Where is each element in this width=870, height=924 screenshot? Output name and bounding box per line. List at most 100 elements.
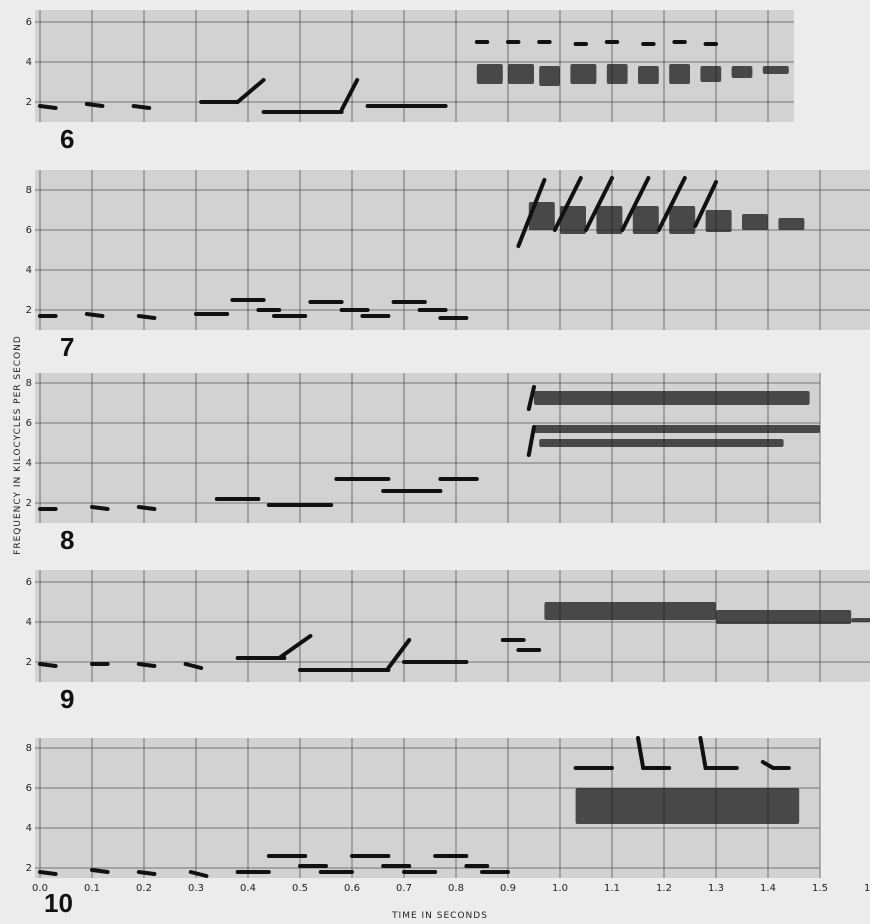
sound-band bbox=[544, 602, 716, 620]
sound-band bbox=[731, 66, 753, 78]
sound-band bbox=[762, 66, 789, 74]
x-tick-label: 0.9 bbox=[500, 883, 516, 894]
y-tick-label: 2 bbox=[26, 863, 32, 874]
panel-label: 7 bbox=[60, 332, 74, 362]
sound-band bbox=[534, 391, 810, 405]
note bbox=[38, 662, 58, 668]
x-tick-label: 0.7 bbox=[396, 883, 412, 894]
x-tick-label: 0.1 bbox=[84, 883, 100, 894]
note bbox=[526, 385, 536, 411]
note bbox=[84, 102, 105, 108]
note bbox=[620, 176, 651, 232]
y-axis-label: FREQUENCY IN KILOCYCLES PER SECOND bbox=[13, 335, 23, 555]
panel-label: 10 bbox=[44, 888, 73, 918]
x-tick-label: 1.0 bbox=[552, 883, 568, 894]
x-tick-label: 1.3 bbox=[708, 883, 724, 894]
panel-label: 9 bbox=[60, 684, 74, 714]
note bbox=[636, 736, 646, 770]
note bbox=[183, 662, 204, 670]
note bbox=[584, 176, 614, 232]
note bbox=[552, 176, 583, 232]
x-tick-label: 1.1 bbox=[604, 883, 620, 894]
note bbox=[188, 870, 209, 878]
y-tick-label: 6 bbox=[26, 17, 32, 28]
y-tick-label: 2 bbox=[26, 498, 32, 509]
sound-band bbox=[534, 425, 820, 433]
sound-band bbox=[632, 206, 659, 234]
x-tick-label: 0.5 bbox=[292, 883, 308, 894]
sound-band bbox=[716, 610, 852, 624]
x-tick-label: 0.4 bbox=[240, 883, 256, 894]
sound-band bbox=[476, 64, 503, 84]
panel bbox=[35, 570, 870, 682]
y-tick-label: 4 bbox=[26, 265, 32, 276]
y-tick-label: 6 bbox=[26, 577, 32, 588]
note bbox=[136, 662, 157, 668]
panel-label: 6 bbox=[60, 124, 74, 154]
y-tick-label: 2 bbox=[26, 657, 32, 668]
sound-band bbox=[508, 64, 534, 84]
sound-band bbox=[778, 218, 805, 230]
x-tick-label: 1.5 bbox=[812, 883, 828, 894]
x-tick-label: 0.3 bbox=[188, 883, 204, 894]
note bbox=[90, 505, 110, 511]
note bbox=[136, 870, 157, 876]
y-tick-label: 4 bbox=[26, 823, 32, 834]
sound-band bbox=[742, 214, 768, 230]
y-tick-label: 6 bbox=[26, 418, 32, 429]
sound-band bbox=[575, 788, 800, 824]
x-tick-label: 0.6 bbox=[344, 883, 360, 894]
note bbox=[136, 314, 157, 320]
note bbox=[760, 760, 776, 770]
sound-band bbox=[705, 210, 732, 232]
x-tick-label: 0.0 bbox=[32, 883, 48, 894]
y-tick-label: 8 bbox=[26, 743, 32, 754]
panel bbox=[35, 10, 794, 122]
note bbox=[84, 312, 105, 318]
x-tick-label: 0.8 bbox=[448, 883, 464, 894]
note bbox=[339, 78, 360, 112]
note bbox=[131, 104, 152, 110]
y-tick-label: 6 bbox=[26, 783, 32, 794]
x-tick-label: 0.2 bbox=[136, 883, 152, 894]
x-tick-label: 1.4 bbox=[760, 883, 776, 894]
x-tick-label: 1.2 bbox=[656, 883, 672, 894]
note bbox=[38, 104, 58, 110]
note bbox=[277, 634, 313, 660]
y-tick-label: 6 bbox=[26, 225, 32, 236]
note bbox=[136, 505, 157, 511]
sound-band bbox=[528, 202, 555, 230]
x-axis-label: TIME IN SECONDS bbox=[391, 911, 488, 921]
sound-band bbox=[606, 64, 628, 84]
sound-band bbox=[596, 206, 623, 234]
note bbox=[698, 736, 708, 770]
y-tick-label: 2 bbox=[26, 97, 32, 108]
note bbox=[516, 178, 547, 248]
note bbox=[235, 78, 266, 104]
sound-band bbox=[669, 206, 696, 234]
note bbox=[38, 870, 58, 876]
note bbox=[656, 176, 687, 232]
note bbox=[386, 638, 412, 670]
panel bbox=[35, 170, 870, 330]
sound-band bbox=[700, 66, 722, 82]
sound-band bbox=[570, 64, 597, 84]
y-tick-label: 8 bbox=[26, 185, 32, 196]
sound-band bbox=[539, 66, 560, 86]
sound-band bbox=[851, 618, 870, 622]
note bbox=[90, 868, 110, 874]
sound-band bbox=[560, 206, 586, 234]
y-tick-label: 4 bbox=[26, 458, 32, 469]
y-tick-label: 4 bbox=[26, 617, 32, 628]
sound-band bbox=[669, 64, 690, 84]
x-tick-label: 1.6 bbox=[864, 883, 870, 894]
note bbox=[693, 180, 718, 228]
note bbox=[526, 425, 536, 457]
y-tick-label: 8 bbox=[26, 378, 32, 389]
sound-band bbox=[539, 439, 784, 447]
panel-label: 8 bbox=[60, 525, 74, 555]
y-tick-label: 2 bbox=[26, 305, 32, 316]
sound-band bbox=[638, 66, 659, 84]
y-tick-label: 4 bbox=[26, 57, 32, 68]
